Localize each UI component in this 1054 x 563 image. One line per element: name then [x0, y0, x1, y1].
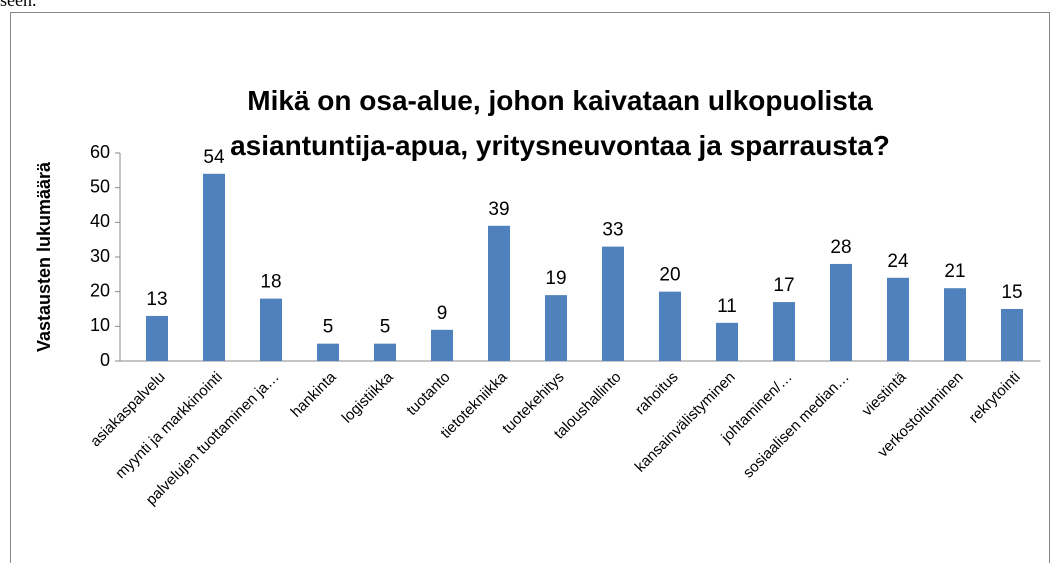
x-tick-label: myynti ja markkinointi: [112, 369, 225, 482]
bar: [773, 302, 795, 361]
bar: [317, 343, 339, 361]
x-tick-label: kansainvälistyminen: [632, 369, 739, 476]
data-label: 20: [659, 265, 680, 286]
bar: [716, 322, 738, 361]
x-tick-label: sosiaalisen median…: [740, 369, 853, 482]
x-tick-label: viestintä: [859, 368, 910, 419]
data-label: 15: [1001, 282, 1022, 303]
bar: [203, 173, 225, 361]
x-tick-label: rahoitus: [632, 369, 682, 419]
data-label: 54: [203, 147, 225, 168]
bar: [374, 343, 396, 361]
bar: [545, 295, 567, 361]
bar: [830, 263, 852, 361]
data-label: 39: [488, 199, 509, 220]
data-label: 21: [944, 261, 965, 282]
x-tick-label: rekrytointi: [966, 369, 1024, 427]
bar: [488, 225, 510, 361]
bar: [1001, 309, 1023, 361]
data-label: 9: [437, 303, 448, 324]
data-label: 17: [773, 275, 794, 296]
y-axis-label: Vastausten lukumäärä: [34, 161, 54, 352]
y-tick-label: 20: [90, 280, 110, 300]
data-label: 19: [545, 268, 566, 289]
y-tick-label: 30: [90, 246, 110, 266]
bar: [944, 288, 966, 361]
data-label: 28: [830, 237, 851, 258]
data-label: 13: [146, 289, 167, 310]
y-tick-label: 10: [90, 315, 110, 335]
x-tick-label: logistiikka: [339, 368, 397, 426]
x-tick-label: hankinta: [288, 368, 341, 421]
chart-title: Mikä on osa-alue, johon kaivataan ulkopu…: [230, 85, 890, 161]
bar: [146, 315, 168, 361]
y-tick-label: 60: [90, 142, 110, 162]
data-label: 33: [602, 220, 623, 241]
data-label: 5: [323, 317, 334, 338]
text-above: seen.: [0, 0, 36, 10]
data-label: 11: [717, 296, 737, 317]
x-tick-label: tuotanto: [403, 369, 453, 419]
bar: [659, 291, 681, 361]
bar: [887, 277, 909, 361]
y-tick-label: 50: [90, 176, 110, 196]
chart-frame: [10, 12, 1050, 563]
data-label: 18: [260, 272, 281, 293]
y-tick-label: 0: [100, 350, 110, 370]
data-label: 24: [887, 251, 909, 272]
bar: [602, 246, 624, 361]
data-label: 5: [380, 317, 391, 338]
bar: [260, 298, 282, 361]
y-tick-label: 40: [90, 211, 110, 231]
bar: [431, 329, 453, 361]
